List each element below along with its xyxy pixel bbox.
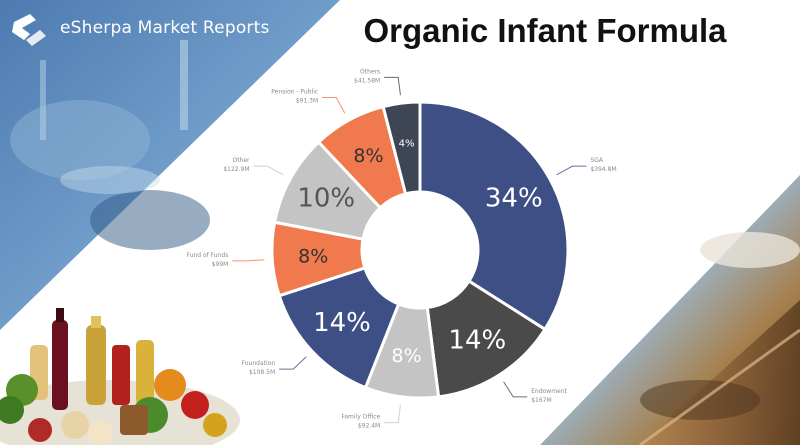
callout-amount: $122.9M bbox=[223, 166, 249, 173]
donut-chart: 34% SGA $394.8M 14% Endowment $167M 8% Family O… bbox=[187, 68, 617, 429]
callout-category: Endowment bbox=[531, 388, 567, 395]
right-photo-panel bbox=[540, 175, 800, 445]
callout-amount: $92.4M bbox=[358, 423, 380, 430]
page-title: Organic Infant Formula bbox=[363, 12, 727, 49]
slice-percent-label: 8% bbox=[298, 246, 328, 268]
callout-amount: $108.5M bbox=[249, 369, 275, 376]
logo-mark bbox=[12, 14, 46, 46]
slice-percent-label: 14% bbox=[313, 308, 371, 338]
callout-category: Fund of Funds bbox=[187, 252, 229, 259]
callout-amount: $41.58M bbox=[354, 77, 380, 84]
slice-percent-label: 34% bbox=[485, 183, 543, 213]
callout-amount: $99M bbox=[212, 261, 229, 268]
slice-percent-label: 4% bbox=[399, 138, 415, 149]
callout-category: Foundation bbox=[242, 360, 276, 367]
left-photo-panel bbox=[0, 0, 340, 330]
slice-percent-label: 14% bbox=[448, 325, 506, 355]
callout-amount: $167M bbox=[531, 397, 551, 404]
slice-percent-label: 8% bbox=[353, 145, 383, 167]
callout-category: Others bbox=[360, 68, 380, 75]
callout-line bbox=[253, 165, 284, 176]
slice-percent-label: 8% bbox=[392, 345, 422, 367]
brand-name: eSherpa Market Reports bbox=[60, 18, 270, 38]
callout-category: Pension - Public bbox=[271, 89, 318, 96]
callout-line bbox=[232, 259, 265, 262]
callout-amount: $91.3M bbox=[296, 98, 318, 105]
donut-slice-sga bbox=[418, 100, 570, 332]
callout-line bbox=[322, 97, 346, 114]
callout-category: Other bbox=[232, 157, 250, 164]
donut-slice-others bbox=[381, 100, 422, 196]
slice-percent-label: 10% bbox=[297, 183, 355, 213]
callout-line bbox=[384, 404, 401, 424]
groceries-illustration bbox=[0, 308, 240, 445]
callout-line bbox=[503, 381, 528, 398]
callout-amount: $394.8M bbox=[590, 166, 616, 173]
callout-category: SGA bbox=[590, 157, 603, 164]
callout-category: Family Office bbox=[341, 414, 380, 421]
callout-line bbox=[279, 356, 307, 370]
callout-line bbox=[384, 76, 401, 96]
callout-line bbox=[556, 165, 587, 176]
